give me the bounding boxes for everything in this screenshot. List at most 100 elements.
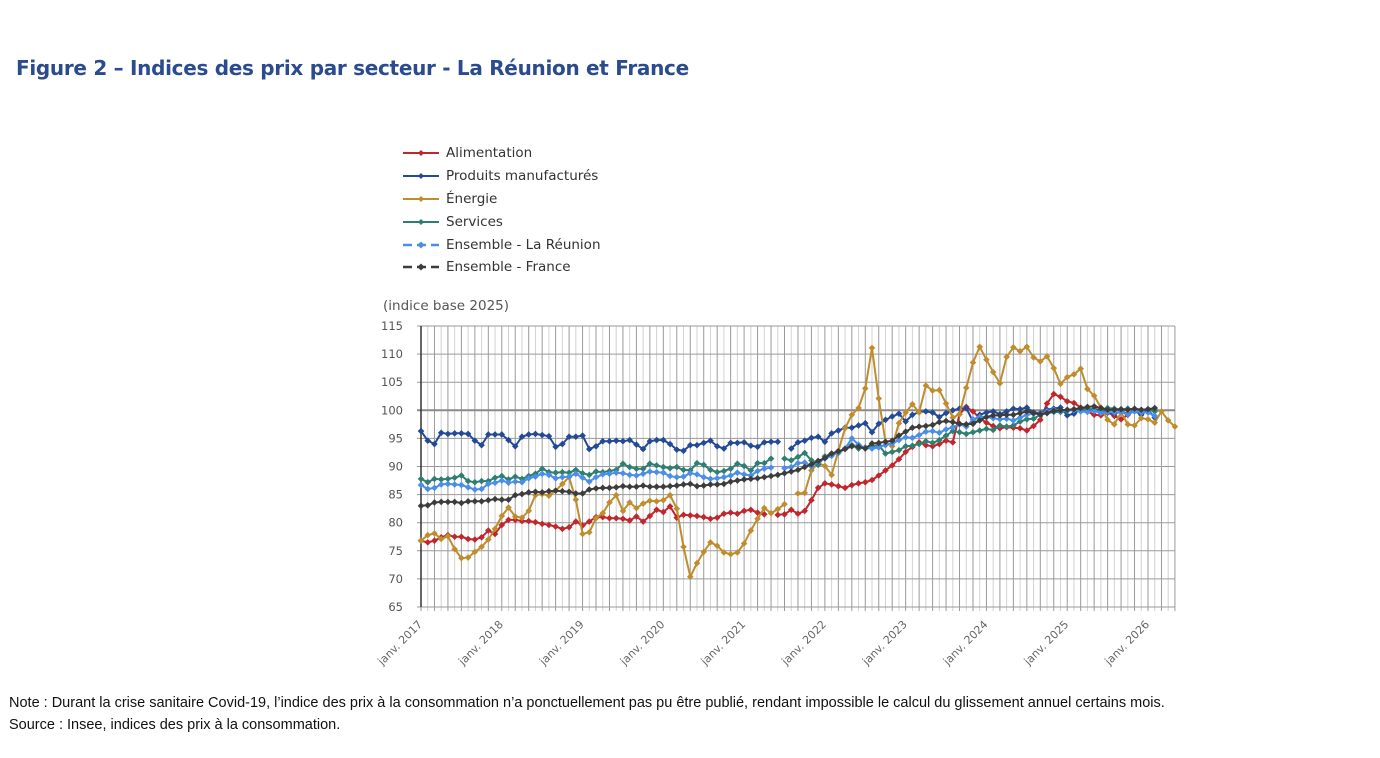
data-point [868, 428, 876, 436]
data-point [808, 467, 815, 474]
data-point [727, 509, 734, 516]
data-point [693, 459, 701, 467]
data-point [633, 483, 640, 491]
data-point [532, 518, 539, 526]
data-point [431, 440, 438, 448]
legend-label: Alimentation [446, 145, 533, 162]
data-point [868, 440, 876, 447]
data-point [949, 427, 957, 435]
data-point [929, 387, 936, 394]
data-point [713, 468, 721, 476]
data-point [1097, 404, 1105, 412]
data-point [808, 434, 815, 442]
data-point [989, 426, 997, 434]
data-point [767, 438, 775, 446]
data-point [451, 533, 458, 541]
data-point [922, 422, 930, 430]
data-point [693, 512, 701, 520]
data-point [612, 469, 620, 476]
data-point [747, 467, 755, 474]
data-point [633, 472, 640, 479]
legend-item-produits-manufactures: Produits manufacturés [403, 165, 601, 188]
data-point [619, 515, 627, 523]
data-point [491, 431, 499, 438]
data-point [485, 480, 492, 488]
data-point [1111, 406, 1118, 414]
legend-label: Ensemble - La Réunion [446, 236, 601, 253]
data-point [1084, 385, 1091, 393]
legend-label: Produits manufacturés [446, 168, 599, 185]
data-point [861, 385, 869, 392]
data-point [559, 480, 566, 488]
data-point [579, 522, 586, 529]
data-point [619, 437, 627, 445]
data-point [1090, 411, 1098, 419]
data-point [464, 483, 472, 491]
data-point [552, 475, 559, 482]
data-point [754, 515, 761, 523]
data-point [983, 409, 990, 416]
data-point [720, 480, 728, 488]
data-point [565, 488, 573, 496]
data-point [700, 513, 708, 521]
data-point [1043, 409, 1051, 417]
data-point [1171, 423, 1179, 430]
data-point [808, 460, 815, 468]
data-point [592, 473, 600, 481]
data-point [761, 439, 768, 446]
y-tick-label: 85 [388, 488, 403, 502]
data-point [1030, 415, 1037, 423]
data-point [639, 470, 647, 478]
data-point [552, 443, 559, 451]
data-point [962, 384, 970, 392]
legend-swatch-alimentation [403, 150, 439, 157]
data-point [444, 498, 452, 506]
data-point [720, 473, 728, 481]
data-point [969, 415, 977, 423]
data-point [707, 475, 714, 483]
data-point [424, 501, 432, 509]
data-point [969, 408, 977, 415]
data-point [713, 542, 721, 550]
data-point [713, 514, 721, 521]
data-point [747, 472, 755, 479]
data-point [458, 472, 465, 479]
legend-label: Services [446, 213, 503, 230]
data-point [633, 504, 640, 512]
data-point [518, 433, 526, 441]
data-point [821, 454, 829, 462]
data-point [485, 496, 492, 504]
data-point [734, 477, 741, 484]
data-point [639, 445, 647, 453]
data-point [976, 427, 984, 434]
data-point [538, 465, 546, 473]
data-point [1016, 405, 1024, 413]
data-point [619, 460, 627, 467]
data-point [922, 428, 930, 435]
y-tick-label: 65 [388, 600, 403, 614]
data-point [801, 449, 808, 457]
data-point [1050, 364, 1058, 372]
data-point [639, 500, 647, 507]
data-point [653, 462, 660, 469]
data-point [511, 442, 519, 450]
data-point [868, 476, 876, 484]
data-point [585, 486, 593, 493]
data-point [700, 548, 708, 556]
data-point [686, 480, 694, 488]
data-point [895, 455, 903, 463]
data-point [989, 422, 997, 430]
data-point [431, 475, 438, 483]
chart-series [417, 343, 1179, 580]
data-point [666, 491, 674, 499]
data-point [680, 543, 687, 551]
data-point [525, 507, 533, 515]
data-point [471, 437, 479, 444]
data-point [841, 445, 849, 453]
x-tick-label: janv. 2024 [940, 618, 991, 669]
data-point [1090, 403, 1098, 410]
data-point [1036, 358, 1044, 365]
data-point [592, 442, 600, 450]
legend-label: Énergie [446, 190, 498, 207]
data-point [1090, 392, 1098, 399]
